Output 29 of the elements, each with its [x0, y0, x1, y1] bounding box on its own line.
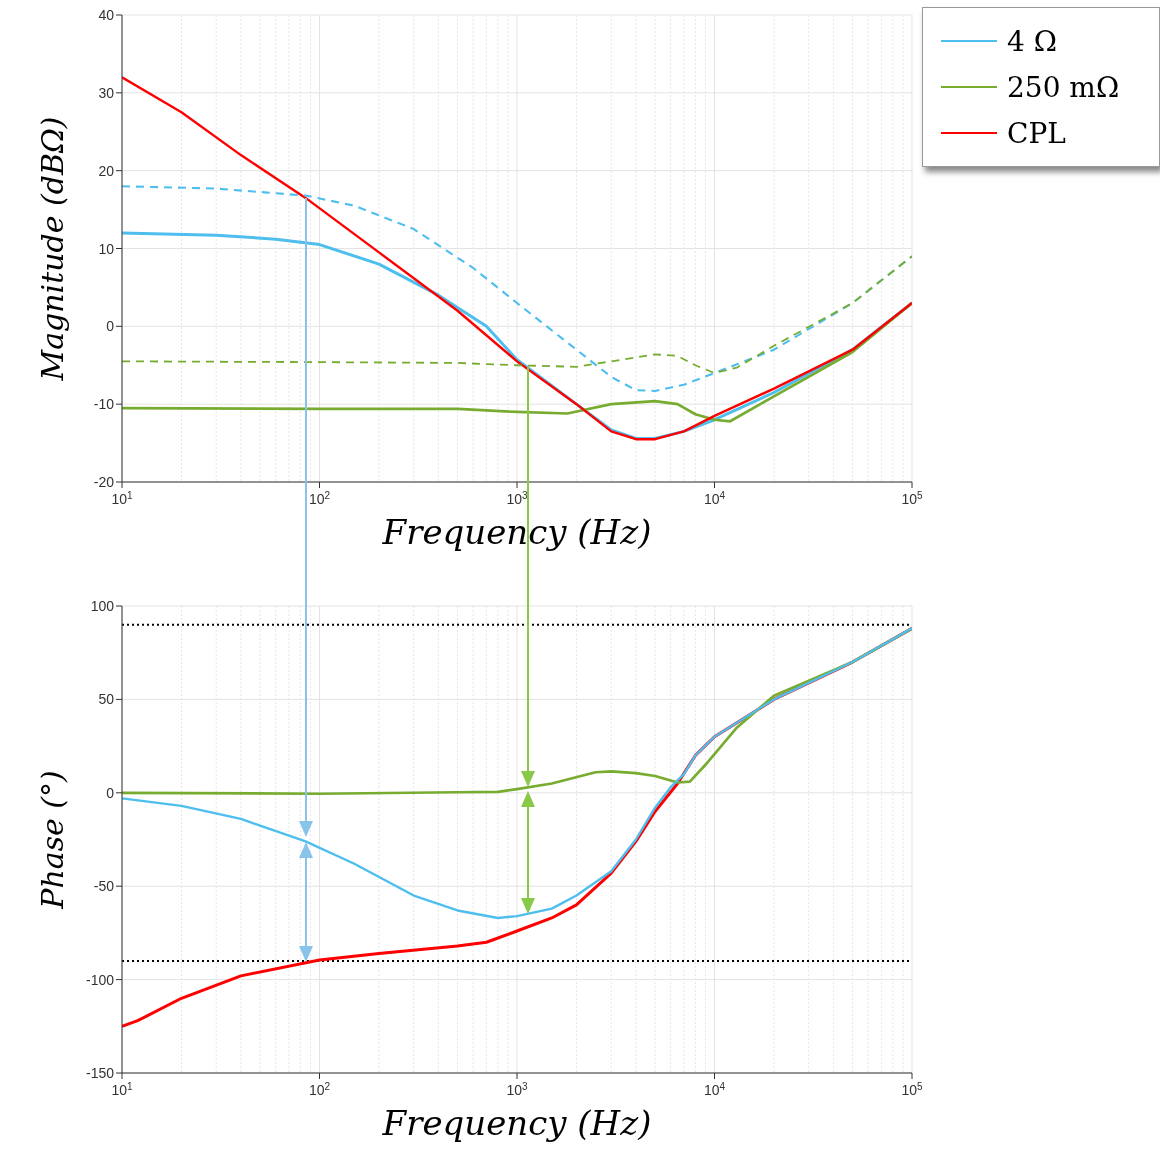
x-tick-label: 10$^{4}$ [703, 1080, 726, 1098]
y-tick-label: -20 [93, 474, 115, 490]
y-tick-label: 100 [90, 598, 115, 614]
y-tick-label: -150 [85, 1065, 115, 1081]
y-axis-title: Magnitude (dBΩ) [34, 116, 70, 382]
y-tick-label: 50 [98, 691, 115, 708]
x-tick-label: 10$^{5}$ [901, 1080, 924, 1098]
y-tick-label: -50 [93, 878, 115, 895]
x-tick-label: 10$^{2}$ [308, 1080, 331, 1098]
x-axis-title: Frequency (Hz) [381, 1103, 652, 1143]
y-tick-label: 10 [98, 240, 115, 257]
x-tick-label: 10$^{1}$ [111, 1080, 134, 1098]
x-tick-label: 10$^{1}$ [111, 489, 134, 507]
x-tick-label: 10$^{5}$ [901, 489, 924, 507]
legend-label: 4 Ω [1007, 24, 1057, 58]
x-tick-label: 10$^{2}$ [308, 489, 331, 507]
y-tick-label: -100 [85, 971, 115, 988]
y-tick-label: 30 [98, 84, 115, 101]
x-tick-label: 10$^{3}$ [506, 1080, 529, 1098]
x-tick-label: 10$^{3}$ [506, 489, 529, 507]
y-tick-label: 0 [106, 784, 115, 801]
y-tick-label: 20 [98, 162, 115, 179]
x-tick-label: 10$^{4}$ [703, 489, 726, 507]
y-axis-title: Phase (°) [34, 770, 70, 910]
y-tick-label: -10 [93, 396, 115, 413]
y-tick-label: 0 [106, 318, 115, 335]
legend-label: CPL [1007, 116, 1066, 150]
y-tick-label: 40 [98, 7, 115, 23]
legend-label: 250 mΩ [1007, 70, 1120, 104]
